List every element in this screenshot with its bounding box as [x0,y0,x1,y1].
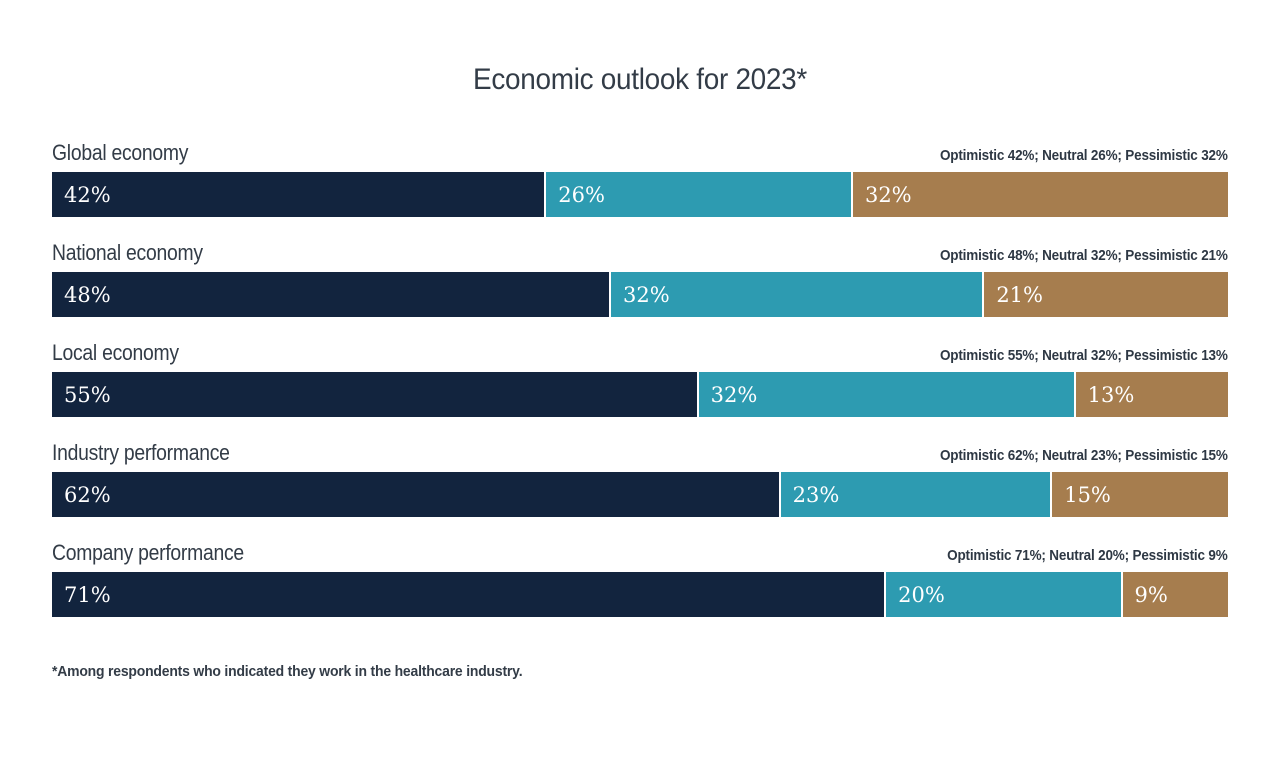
bar-segment-neutral: 26% [546,172,851,217]
stacked-bar: 42% 26% 32% [52,172,1228,217]
stacked-bar: 71% 20% 9% [52,572,1229,617]
segment-value-label: 26% [558,182,605,207]
row-label: Industry performance [52,440,230,465]
bar-segment-optimistic: 62% [52,472,779,517]
segment-value-label: 32% [710,382,758,407]
row-annotation: Optimistic 48%; Neutral 32%; Pessimistic… [940,247,1228,264]
segment-value-label: 42% [64,182,111,207]
row-annotation: Optimistic 71%; Neutral 20%; Pessimistic… [947,547,1229,564]
segment-value-label: 15% [1064,482,1111,507]
bar-segment-optimistic: 71% [52,572,885,617]
row-header: Global economy Optimistic 42%; Neutral 2… [52,140,1228,172]
row-annotation: Optimistic 42%; Neutral 26%; Pessimistic… [940,147,1228,164]
chart-row: Local economy Optimistic 55%; Neutral 32… [52,340,1228,417]
bar-segment-pessimistic: 13% [1075,372,1228,417]
row-header: National economy Optimistic 48%; Neutral… [52,240,1228,272]
bar-segment-pessimistic: 9% [1122,572,1229,617]
bar-segment-pessimistic: 15% [1052,472,1228,517]
bar-segment-neutral: 20% [886,572,1121,617]
rows: Global economy Optimistic 42%; Neutral 2… [52,140,1228,617]
chart-row: Company performance Optimistic 71%; Neut… [52,540,1228,617]
chart-row: National economy Optimistic 48%; Neutral… [52,240,1228,317]
segment-value-label: 55% [64,382,111,407]
bar-segment-neutral: 32% [610,272,983,317]
row-annotation: Optimistic 62%; Neutral 23%; Pessimistic… [940,447,1228,464]
bar-segment-neutral: 23% [780,472,1051,517]
chart-row: Industry performance Optimistic 62%; Neu… [52,440,1228,517]
segment-value-label: 71% [64,582,111,607]
segment-value-label: 13% [1087,382,1135,407]
segment-value-label: 20% [898,582,945,607]
segment-value-label: 9% [1134,582,1168,607]
bar-segment-neutral: 32% [698,372,1074,417]
chart-title: Economic outlook for 2023* [473,63,807,96]
row-label: Global economy [52,140,189,165]
segment-value-label: 32% [864,182,912,207]
row-header: Local economy Optimistic 55%; Neutral 32… [52,340,1228,372]
row-header: Industry performance Optimistic 62%; Neu… [52,440,1228,472]
stacked-bar: 62% 23% 15% [52,472,1228,517]
row-label: Local economy [52,340,179,365]
bar-segment-pessimistic: 21% [984,272,1228,317]
stacked-bar: 48% 32% 21% [52,272,1228,317]
row-label: National economy [52,240,203,265]
bar-segment-optimistic: 55% [52,372,697,417]
segment-value-label: 48% [64,282,111,307]
row-annotation: Optimistic 55%; Neutral 32%; Pessimistic… [940,347,1228,364]
segment-value-label: 62% [64,482,111,507]
segment-value-label: 21% [996,282,1043,307]
row-header: Company performance Optimistic 71%; Neut… [52,540,1228,572]
bar-segment-optimistic: 48% [52,272,609,317]
chart-container: Economic outlook for 2023* Global econom… [0,62,1280,680]
chart-row: Global economy Optimistic 42%; Neutral 2… [52,140,1228,217]
segment-value-label: 23% [792,482,840,507]
chart-footnote: *Among respondents who indicated they wo… [52,663,523,680]
stacked-bar: 55% 32% 13% [52,372,1228,417]
row-label: Company performance [52,540,244,565]
bar-segment-optimistic: 42% [52,172,545,217]
segment-value-label: 32% [622,282,670,307]
bar-segment-pessimistic: 32% [852,172,1228,217]
